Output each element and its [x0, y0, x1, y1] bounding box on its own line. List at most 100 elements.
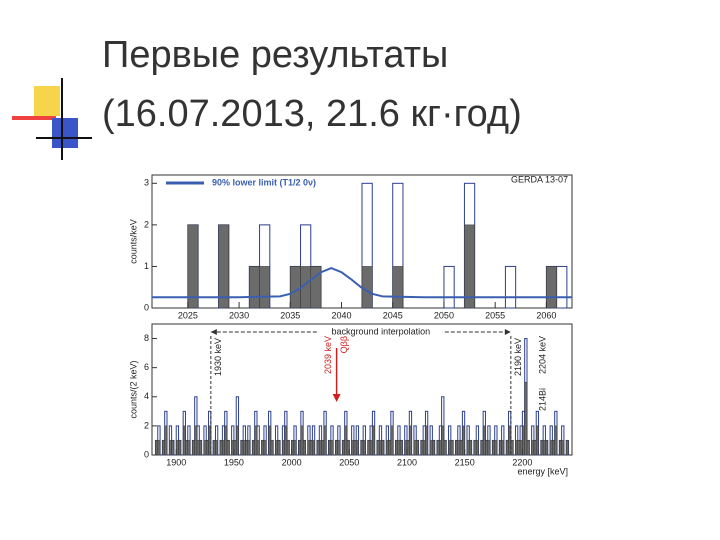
x-tick-label: 2200	[512, 457, 532, 467]
y-tick-label: 8	[144, 333, 149, 343]
bar	[328, 440, 332, 456]
bar	[224, 425, 228, 456]
bar	[330, 440, 334, 456]
bar	[219, 440, 223, 456]
bar	[263, 440, 267, 456]
bar	[157, 440, 161, 456]
bar	[409, 425, 412, 456]
y-tick-label: 2	[144, 420, 149, 430]
bar	[218, 224, 230, 309]
bar	[388, 440, 392, 456]
bar	[531, 440, 535, 456]
x-tick-label: 2040	[331, 310, 351, 320]
y-tick-label: 0	[144, 302, 149, 312]
bar	[390, 425, 394, 456]
y-tick-label: 4	[144, 391, 149, 401]
bar	[450, 440, 454, 456]
y-tick-label: 0	[144, 449, 149, 459]
bar	[261, 440, 265, 456]
bar	[464, 224, 475, 309]
bar	[310, 266, 322, 309]
bar	[342, 440, 345, 456]
bar	[307, 440, 311, 456]
bar	[298, 440, 302, 456]
bar	[475, 440, 479, 456]
bar	[187, 224, 199, 309]
bar	[235, 425, 239, 456]
window-edge-label: 2190 keV	[513, 338, 523, 376]
bar	[164, 425, 168, 456]
bar	[485, 440, 489, 456]
bar	[508, 425, 512, 456]
window-label-bg	[318, 326, 443, 338]
bar	[226, 440, 230, 456]
deco-blue	[52, 118, 78, 148]
bar	[561, 440, 565, 456]
bar	[256, 440, 260, 456]
bar	[205, 440, 209, 456]
y-tick-label: 6	[144, 362, 149, 372]
x-tick-label: 2045	[383, 310, 403, 320]
bar	[524, 381, 528, 456]
bar	[268, 425, 272, 456]
y-tick-label: 2	[144, 219, 149, 229]
bar	[319, 440, 322, 456]
x-tick-label: 1900	[166, 457, 186, 467]
x-axis-label: energy [keV]	[517, 466, 568, 476]
bar	[321, 440, 325, 456]
bar	[499, 440, 502, 456]
x-tick-label: 2050	[339, 457, 359, 467]
bar	[361, 266, 373, 309]
bar	[312, 440, 315, 456]
bar	[284, 425, 288, 456]
bar	[196, 440, 200, 456]
bar	[252, 440, 255, 456]
bar	[443, 265, 455, 309]
bar	[222, 440, 225, 456]
panel-label: GERDA 13-07	[511, 174, 568, 184]
bar	[247, 440, 251, 456]
bar	[182, 425, 186, 456]
bar	[344, 425, 348, 456]
window-label: background interpolation	[332, 326, 431, 336]
bar	[480, 440, 484, 456]
x-tick-label: 2025	[178, 310, 198, 320]
window-edge-label: 1930 keV	[213, 338, 223, 376]
x-tick-label: 2100	[397, 457, 417, 467]
bar	[270, 440, 274, 456]
legend-label: 90% lower limit (T1/2 0ν)	[212, 177, 316, 187]
bar	[443, 440, 447, 456]
bar	[249, 266, 260, 309]
bar	[552, 440, 555, 456]
bar	[466, 440, 470, 456]
bar	[379, 440, 382, 456]
bar	[162, 440, 165, 456]
bar	[212, 440, 216, 456]
bar	[171, 440, 175, 456]
bar	[554, 425, 558, 456]
x-tick-label: 2055	[485, 310, 505, 320]
bar	[277, 440, 281, 456]
q-label: 2039 keV	[323, 336, 333, 374]
bar	[549, 440, 553, 456]
bar	[533, 440, 537, 456]
bar	[293, 440, 297, 456]
bar	[169, 440, 172, 456]
bar	[425, 425, 429, 456]
bar	[369, 440, 373, 456]
deco-yellow	[34, 86, 60, 116]
x-tick-label: 2050	[434, 310, 454, 320]
bar	[376, 440, 380, 456]
bar	[316, 440, 320, 456]
y-axis-label: counts/keV	[128, 219, 138, 264]
bar	[215, 440, 219, 456]
bar	[372, 425, 375, 456]
bar	[559, 440, 562, 456]
bar	[542, 440, 546, 456]
bar	[392, 266, 404, 309]
bar	[355, 440, 359, 456]
bar	[505, 440, 509, 456]
bar	[504, 265, 517, 309]
arrow-head	[332, 394, 341, 402]
x-tick-label: 2035	[280, 310, 300, 320]
